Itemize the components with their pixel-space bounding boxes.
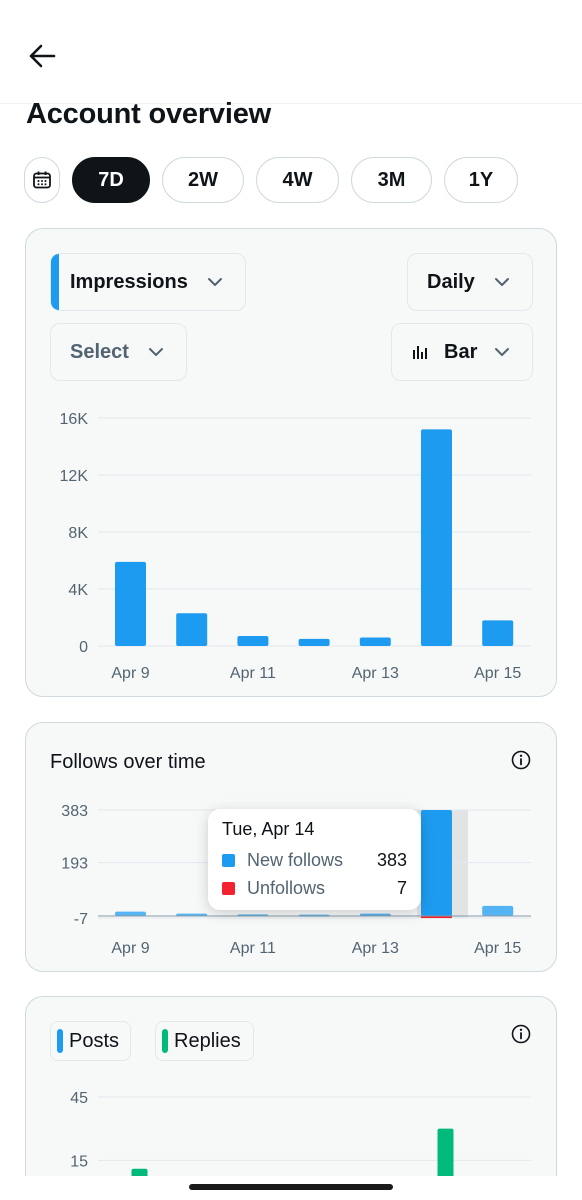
y-tick-label: 4K [68, 582, 88, 599]
arrow-left-icon [29, 44, 56, 68]
posts-replies-chart: 45 15 [70, 1090, 531, 1193]
posts-replies-card: Posts Replies 45 15 [25, 996, 557, 1200]
tooltip-unfollows-value: 7 [396, 877, 407, 898]
unfollows-bar [421, 916, 452, 919]
chevron-down-icon [494, 347, 510, 357]
x-tick-label: Apr 9 [111, 665, 149, 682]
posts-color-indicator [57, 1029, 63, 1053]
replies-color-indicator [162, 1029, 168, 1053]
range-2w-button[interactable]: 2W [162, 157, 244, 203]
y-tick-label: 0 [79, 639, 88, 656]
x-tick-label: Apr 15 [474, 665, 521, 682]
new-follows-bar [115, 911, 146, 917]
y-tick-label: 45 [70, 1090, 88, 1107]
interval-dropdown-label: Daily [427, 270, 475, 293]
range-3m-button[interactable]: 3M [351, 157, 432, 203]
impressions-card: Impressions Daily Select Bar 16K 12K 8K 4K 0… [25, 228, 557, 697]
impressions-bar [482, 620, 514, 646]
impressions-bar [359, 637, 391, 646]
compare-dropdown-label: Select [70, 340, 129, 363]
chart-type-dropdown[interactable]: Bar [391, 323, 533, 381]
x-tick-label: Apr 13 [352, 940, 399, 957]
new-follows-swatch [222, 853, 235, 867]
compare-dropdown[interactable]: Select [50, 323, 187, 381]
tooltip-row-new-follows: New follows 383 [222, 846, 407, 874]
x-tick-label: Apr 9 [111, 940, 149, 957]
y-tick-label: 12K [60, 468, 89, 485]
legend-chip-posts[interactable]: Posts [50, 1021, 131, 1061]
range-4w-button[interactable]: 4W [256, 157, 339, 203]
x-tick-label: Apr 11 [230, 940, 276, 957]
range-selector: 7D 2W 4W 3M 1Y [24, 157, 518, 203]
follows-card: Follows over time 383 193 -7 Apr 9 Apr 11 Apr… [25, 722, 557, 972]
metric-dropdown-label: Impressions [70, 270, 188, 293]
info-icon[interactable] [510, 1023, 532, 1045]
home-indicator [189, 1184, 393, 1190]
y-tick-label: 383 [61, 803, 88, 820]
follows-card-title: Follows over time [50, 751, 206, 773]
legend-replies-label: Replies [174, 1029, 241, 1052]
impressions-bar [237, 636, 269, 646]
bar-chart-icon [413, 346, 427, 359]
follows-tooltip: Tue, Apr 14 New follows 383 Unfollows 7 [208, 809, 421, 910]
new-follows-bar [421, 810, 452, 917]
tooltip-new-follows-label: New follows [247, 849, 344, 870]
tooltip-unfollows-label: Unfollows [247, 877, 326, 898]
back-button[interactable] [22, 38, 62, 74]
chevron-down-icon [148, 347, 164, 357]
follows-chart: 383 193 -7 Apr 9 Apr 11 Apr 13 Apr 15 [61, 803, 531, 957]
tooltip-row-unfollows: Unfollows 7 [222, 874, 407, 902]
y-tick-label: 15 [70, 1153, 88, 1170]
calendar-button[interactable] [24, 157, 60, 203]
metric-dropdown[interactable]: Impressions [50, 253, 246, 311]
impressions-bar [421, 429, 452, 646]
legend-chip-replies[interactable]: Replies [155, 1021, 254, 1061]
tooltip-new-follows-value: 383 [376, 849, 407, 870]
impressions-bar [115, 561, 146, 646]
chevron-down-icon [207, 277, 223, 287]
tooltip-date: Tue, Apr 14 [222, 819, 315, 839]
metric-color-indicator [51, 254, 59, 310]
page-title: Account overview [26, 98, 271, 130]
x-tick-label: Apr 13 [352, 665, 399, 682]
new-follows-bar [359, 913, 391, 917]
range-1y-button[interactable]: 1Y [444, 157, 518, 203]
new-follows-bar [176, 913, 208, 917]
calendar-icon [33, 171, 51, 189]
new-follows-bar [482, 905, 514, 917]
impressions-bar [176, 613, 208, 646]
chart-type-label: Bar [444, 340, 478, 363]
chevron-down-icon [494, 277, 510, 287]
x-tick-label: Apr 11 [230, 665, 276, 682]
y-tick-label: 193 [61, 856, 88, 873]
top-bar [0, 0, 582, 104]
y-tick-label: 16K [60, 411, 89, 428]
y-tick-label: 8K [68, 525, 88, 542]
range-7d-button[interactable]: 7D [72, 157, 150, 203]
interval-dropdown[interactable]: Daily [407, 253, 533, 311]
impressions-bar [298, 638, 330, 646]
unfollows-swatch [222, 881, 235, 895]
impressions-chart: 16K 12K 8K 4K 0 Apr 9 Apr 11 Apr 13 Apr 15 [60, 411, 531, 682]
legend-posts-label: Posts [69, 1029, 120, 1052]
info-icon[interactable] [510, 749, 532, 771]
y-tick-label: -7 [74, 911, 88, 928]
x-tick-label: Apr 15 [474, 940, 521, 957]
